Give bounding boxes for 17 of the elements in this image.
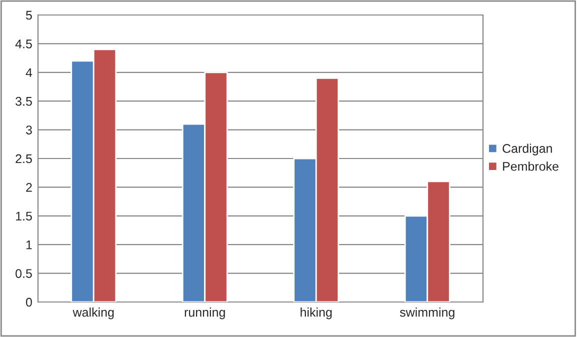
y-tick-label: 4 xyxy=(26,68,32,77)
legend-label: Cardigan xyxy=(502,144,552,156)
x-tick-label: running xyxy=(184,308,225,320)
x-tick-label: swimming xyxy=(400,308,454,320)
x-tick-label: hiking xyxy=(300,308,332,320)
y-tick-label: 0.5 xyxy=(16,269,32,278)
y-tick-label: 1.5 xyxy=(16,212,32,221)
y-tick-label: 2 xyxy=(26,183,32,192)
y-tick-label: 4.5 xyxy=(15,40,32,48)
y-tick-label: 2.5 xyxy=(16,154,32,164)
y-tick-label: 3 xyxy=(26,126,32,134)
y-tick-label: 3.5 xyxy=(16,96,32,106)
legend-label: Pembroke xyxy=(503,162,558,171)
y-tick-label: 1 xyxy=(26,240,32,250)
y-tick-label: 5 xyxy=(26,10,32,20)
y-tick-label: 0 xyxy=(26,298,32,307)
x-tick-label: walking xyxy=(72,308,114,320)
